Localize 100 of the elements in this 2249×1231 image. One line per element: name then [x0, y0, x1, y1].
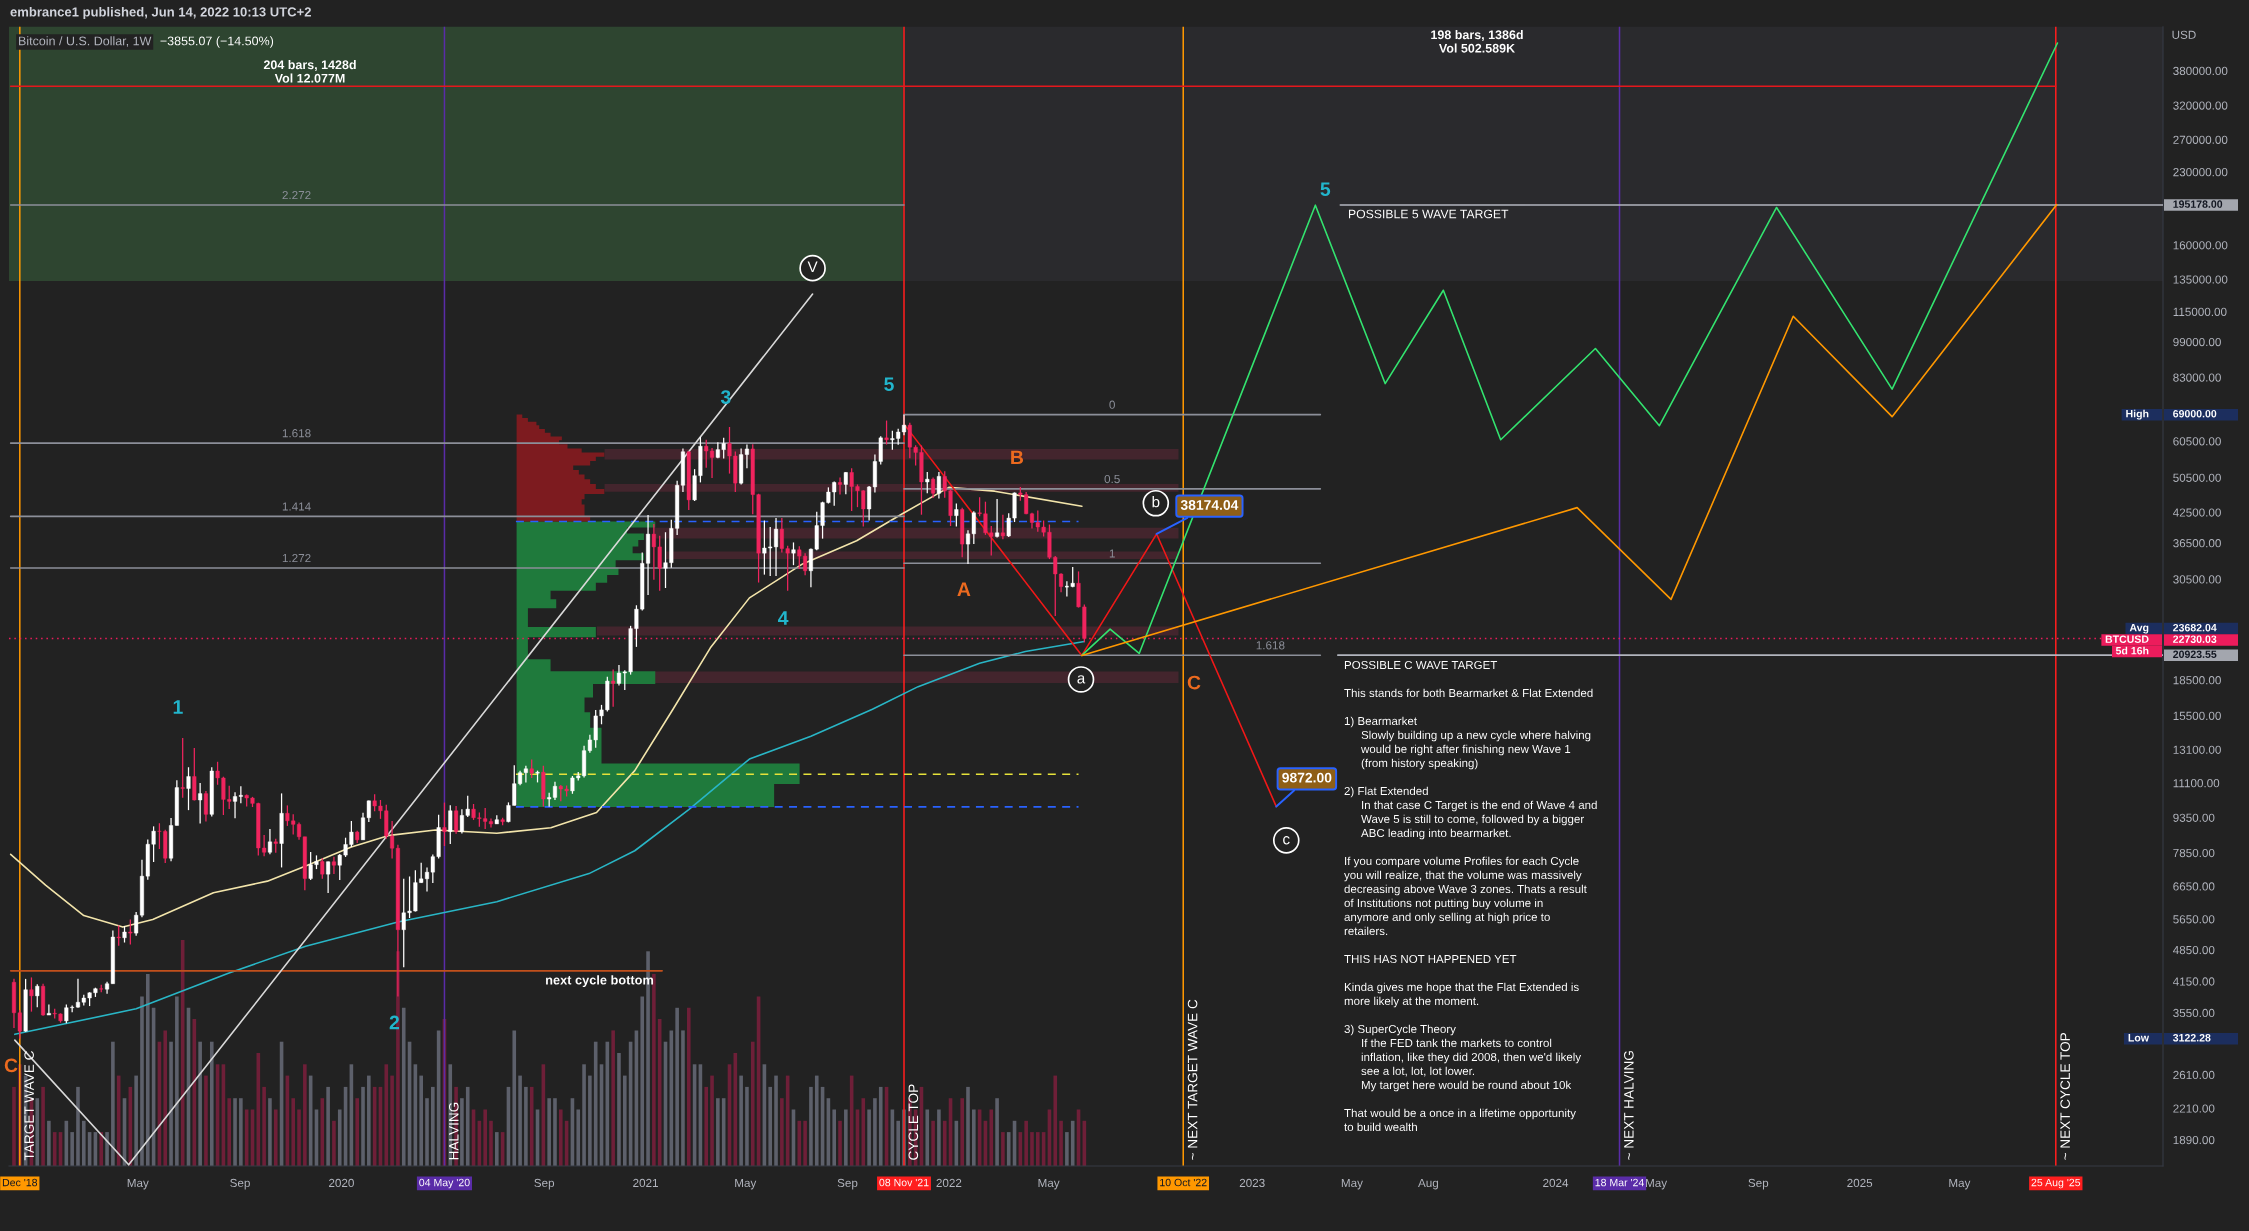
bar — [268, 1098, 272, 1166]
bar — [384, 1064, 389, 1166]
bar — [303, 1064, 307, 1166]
annotation: 204 bars, 1428d Vol 12.077M — [263, 60, 356, 83]
bar — [681, 1030, 685, 1166]
annotation: THIS HAS NOT HAPPENED YET — [1344, 954, 1517, 964]
y-tick-label: 69000.00 — [2173, 409, 2217, 418]
bar — [1024, 1120, 1028, 1166]
y-tick-label: 1890.00 — [2173, 1135, 2215, 1145]
candlestick — [326, 860, 331, 894]
annotation: Low — [2128, 1034, 2150, 1042]
annotation: V — [807, 261, 818, 273]
bar — [41, 1086, 45, 1166]
candlestick — [925, 471, 930, 494]
x-tick-label: Sep — [534, 1178, 555, 1190]
candlestick — [180, 737, 185, 799]
bar — [518, 1075, 522, 1166]
y-tick-label: 270000.00 — [2173, 135, 2228, 144]
ref-line-label: BTCUSD — [2105, 635, 2149, 643]
bar — [239, 1098, 243, 1166]
candlestick — [186, 766, 191, 811]
text: Bitcoin / U.S. Dollar, 1W — [19, 36, 152, 47]
bar — [99, 1132, 104, 1166]
bar — [896, 1120, 900, 1166]
y-tick-label: 15500.00 — [2173, 711, 2221, 720]
annotation: POSSIBLE 5 WAVE TARGET — [1349, 209, 1509, 219]
annotation: (from history speaking) — [1361, 758, 1478, 770]
annotation: c — [1283, 836, 1290, 845]
bar — [209, 1041, 214, 1166]
x-tick-label: 04 May '20 — [419, 1178, 470, 1189]
annotation: inflation, like they did 2008, then we'd likely — [1361, 1052, 1582, 1064]
y-tick-label: 36500.00 — [2173, 539, 2221, 548]
candlestick — [320, 857, 325, 880]
bar — [873, 1098, 877, 1166]
bar — [745, 1086, 749, 1166]
bar — [617, 1053, 621, 1166]
bar — [972, 1109, 976, 1166]
candlestick — [843, 471, 848, 495]
annotation: decreasing above Wave 3 zones. Thats a result — [1344, 884, 1587, 896]
annotation: of Institutions not putting buy volume in — [1344, 898, 1543, 910]
annotation: 9872.00 — [1282, 772, 1332, 783]
bar — [558, 1109, 563, 1166]
bar — [52, 1132, 57, 1166]
y-tick-label: 4850.00 — [2172, 945, 2215, 955]
bar — [1030, 1132, 1034, 1166]
bar — [780, 1098, 784, 1166]
bar — [1006, 1132, 1011, 1166]
candlestick — [442, 801, 447, 847]
bar — [332, 1120, 336, 1166]
bar — [512, 1030, 517, 1166]
bar — [547, 1098, 551, 1166]
series-label: 0 — [1109, 400, 1115, 409]
bar — [832, 1109, 836, 1166]
x-tick-label: Sep — [230, 1178, 250, 1190]
bar — [739, 1075, 743, 1166]
candlestick — [29, 976, 34, 1013]
bar — [524, 1086, 528, 1166]
annotation: Avg — [2129, 624, 2149, 634]
x-tick-label: Sep — [1748, 1178, 1769, 1190]
bar — [273, 1109, 278, 1166]
bar — [803, 1120, 807, 1166]
y-tick-label: 380000.00 — [2173, 66, 2228, 76]
bar — [814, 1075, 819, 1166]
text: −3855.07 (−14.50%) — [160, 36, 274, 48]
bar — [989, 1109, 994, 1166]
candlestick — [46, 1003, 51, 1016]
y-tick-label: 160000.00 — [2173, 241, 2228, 250]
bar — [1001, 1132, 1005, 1166]
bar — [297, 1109, 301, 1166]
bar — [622, 1075, 627, 1166]
bar — [233, 1098, 237, 1166]
candlestick — [995, 498, 1000, 539]
x-tick-label: May — [127, 1178, 149, 1190]
annotation: My target here would be round about 10k — [1361, 1080, 1572, 1092]
bar — [878, 1086, 883, 1166]
bar — [483, 1109, 487, 1166]
bar — [937, 1109, 941, 1166]
y-tick-label: 30500.00 — [2173, 575, 2221, 584]
annotation: to build wealth — [1344, 1122, 1417, 1132]
annotation: Kinda gives me hope that the Flat Extended is — [1344, 982, 1579, 994]
bar — [1065, 1132, 1069, 1166]
bar — [1053, 1075, 1058, 1166]
annotation: If the FED tank the markets to control — [1362, 1038, 1552, 1048]
annotation: POSSIBLE C WAVE TARGET — [1344, 660, 1498, 670]
candlestick — [198, 782, 203, 825]
y-tick-label: 230000.00 — [2173, 168, 2228, 177]
bar — [1059, 1120, 1063, 1166]
annotation: a — [1077, 675, 1086, 684]
bar — [774, 1075, 778, 1166]
series-label: 1.618 — [1256, 641, 1285, 650]
bar — [960, 1098, 964, 1166]
annotation: 3 — [720, 390, 731, 404]
candlestick — [1000, 514, 1005, 540]
annotation: would be right after finishing new Wave 1 — [1360, 744, 1571, 756]
candlestick — [931, 476, 936, 499]
x-tick-label: May — [1646, 1178, 1668, 1190]
candlestick — [331, 856, 336, 875]
annotation: 1) Bearmarket — [1344, 716, 1417, 728]
bar — [111, 1041, 115, 1166]
bar — [12, 1086, 16, 1166]
